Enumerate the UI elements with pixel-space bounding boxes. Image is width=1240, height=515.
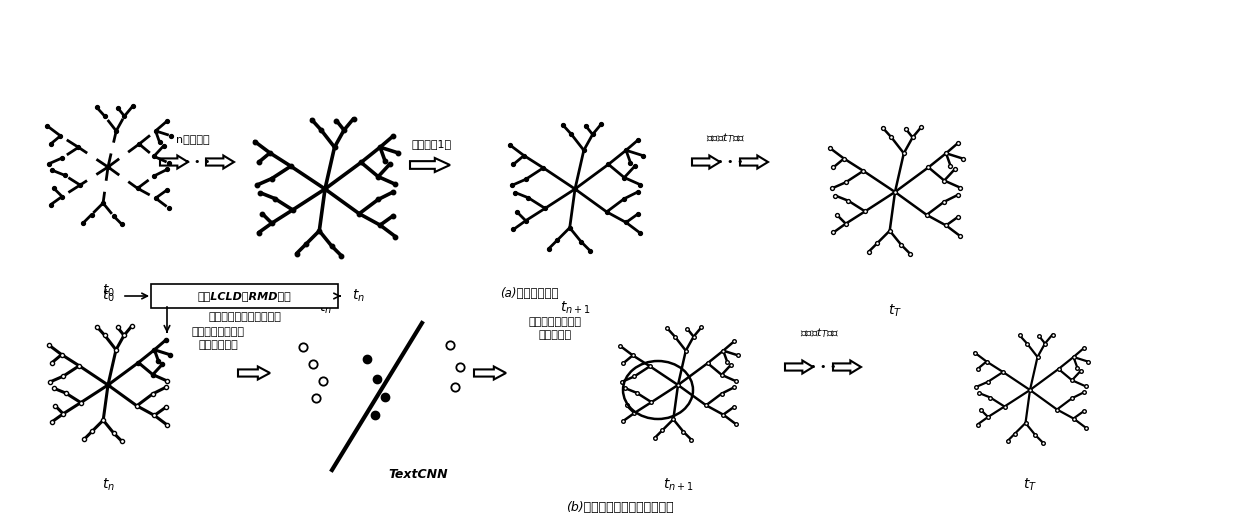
- Text: (b)加入抑制算法后的消息传播: (b)加入抑制算法后的消息传播: [567, 501, 673, 514]
- Text: 传播至$t_T$时刻: 传播至$t_T$时刻: [800, 326, 839, 340]
- Text: $t_0$: $t_0$: [102, 283, 114, 299]
- Text: n次传播后: n次传播后: [176, 135, 210, 145]
- Text: 继续传播1次: 继续传播1次: [412, 139, 453, 149]
- Text: (a)原始消息传播: (a)原始消息传播: [500, 287, 558, 300]
- Text: $t_n$: $t_n$: [102, 477, 114, 493]
- Text: • • •: • • •: [717, 157, 743, 167]
- Text: • • •: • • •: [810, 362, 836, 372]
- Text: $t_{n+1}$: $t_{n+1}$: [559, 300, 590, 316]
- Text: $t_T$: $t_T$: [1023, 477, 1037, 493]
- Text: • • •: • • •: [184, 157, 211, 167]
- FancyBboxPatch shape: [151, 284, 339, 308]
- Text: $t_n$: $t_n$: [351, 288, 365, 304]
- Text: 得到影响力最大节点集合: 得到影响力最大节点集合: [208, 312, 281, 322]
- Text: 对节点发布的消息: 对节点发布的消息: [191, 327, 244, 337]
- Text: 传播至$t_T$时刻: 传播至$t_T$时刻: [706, 131, 745, 145]
- Text: 通过LCLD与RMD算法: 通过LCLD与RMD算法: [197, 291, 291, 301]
- Text: $t_0$: $t_0$: [102, 288, 114, 304]
- Text: 进行识别分类: 进行识别分类: [198, 340, 238, 350]
- Text: $t_T$: $t_T$: [888, 303, 901, 319]
- Text: 删除发布虚假消息: 删除发布虚假消息: [528, 317, 582, 327]
- Text: 的节点与边: 的节点与边: [538, 330, 572, 340]
- Text: TextCNN: TextCNN: [388, 468, 448, 481]
- Text: $t_{n+1}$: $t_{n+1}$: [662, 477, 693, 493]
- Text: $t_n$: $t_n$: [319, 300, 331, 316]
